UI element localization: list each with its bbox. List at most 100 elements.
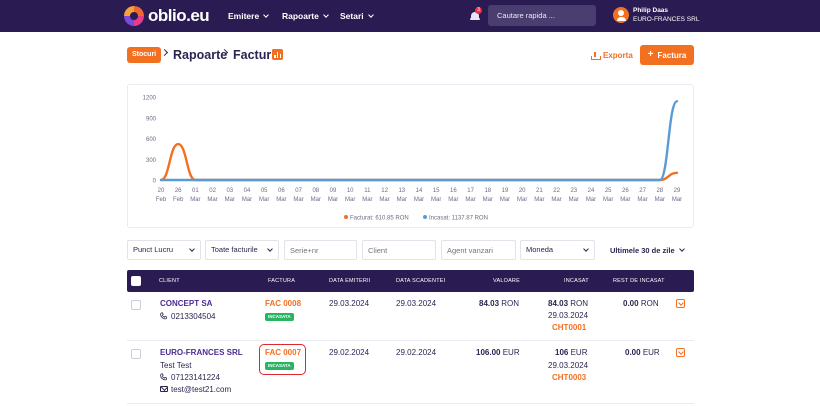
y-tick-label: 300	[146, 158, 157, 164]
brand-logo[interactable]: oblio.eu	[124, 6, 210, 26]
receipt-link[interactable]: CHT0001	[552, 323, 587, 332]
x-tick-label: 04	[244, 188, 251, 194]
workpoint-value: Punct Lucru	[133, 245, 174, 254]
chevron-down-icon	[583, 246, 589, 252]
series-number-input[interactable]	[284, 240, 357, 260]
export-button[interactable]: Exporta	[591, 51, 633, 60]
row-divider	[127, 403, 694, 404]
column-header-paid[interactable]: Incasat	[564, 278, 589, 284]
x-tick-label: Mar	[448, 197, 458, 203]
x-tick-label: Mar	[672, 197, 682, 203]
invoice-type-value: Toate facturile	[211, 245, 258, 254]
x-tick-label: 22	[553, 188, 560, 194]
invoice-number-link[interactable]: FAC 0008	[265, 299, 302, 308]
chevron-down-icon	[189, 246, 195, 252]
period-select[interactable]: Ultimele 30 de zile	[610, 246, 685, 255]
select-all-checkbox[interactable]	[131, 276, 141, 286]
user-company[interactable]: EURO-FRANCES SRL	[633, 16, 700, 23]
x-tick-label: 20	[519, 188, 526, 194]
user-name[interactable]: Philip Daas	[633, 7, 669, 14]
x-tick-label: 23	[570, 188, 577, 194]
y-tick-label: 1200	[143, 96, 157, 102]
invoice-highlight-outline	[259, 344, 306, 375]
chevron-down-icon	[267, 246, 273, 252]
notifications-bell-icon[interactable]: 3	[470, 7, 482, 21]
issue-date: 29.02.2024	[329, 348, 370, 357]
nav-item-rapoarte[interactable]: Rapoarte	[282, 11, 329, 21]
legend-marker	[423, 215, 427, 219]
nav-item-setari[interactable]: Setari	[340, 11, 374, 21]
row-actions-dropdown-icon[interactable]	[676, 299, 685, 308]
upload-icon	[591, 51, 601, 60]
x-tick-label: Mar	[242, 197, 252, 203]
x-tick-label: 12	[381, 188, 388, 194]
invoice-number-link[interactable]: FAC 0007	[265, 348, 302, 357]
breadcrumb-rapoarte[interactable]: Rapoarte	[173, 48, 228, 62]
x-tick-label: Mar	[483, 197, 493, 203]
column-header-due-date[interactable]: Data scadentei	[396, 278, 446, 284]
x-tick-label: Mar	[465, 197, 475, 203]
y-tick-label: 900	[146, 116, 157, 122]
x-tick-label: Mar	[379, 197, 389, 203]
invoice-type-select[interactable]: Toate facturile	[205, 240, 279, 260]
paid-amount: 84.03 RON	[548, 299, 589, 308]
x-tick-label: Mar	[225, 197, 235, 203]
currency-select[interactable]: Moneda	[520, 240, 595, 260]
breadcrumb-stocuri-badge[interactable]: Stocuri	[127, 47, 162, 63]
quick-search-input[interactable]	[488, 5, 596, 26]
x-tick-label: 29	[674, 188, 681, 194]
add-invoice-button[interactable]: + Factura	[640, 45, 694, 65]
x-tick-label: Mar	[603, 197, 613, 203]
client-input[interactable]	[362, 240, 436, 260]
y-tick-label: 600	[146, 137, 157, 143]
column-header-value[interactable]: Valoare	[493, 278, 520, 284]
remaining-amount: 0.00 RON	[623, 299, 659, 308]
x-tick-label: Mar	[311, 197, 321, 203]
chart-canvas: 1200900600300020Feb26Feb01Mar02Mar03Mar0…	[143, 96, 683, 222]
legend-label: Incasat: 1137.87 RON	[429, 216, 488, 222]
row-divider	[127, 340, 694, 341]
x-tick-label: Mar	[397, 197, 407, 203]
issue-date: 29.03.2024	[329, 299, 370, 308]
plus-icon: +	[647, 49, 654, 60]
bar-chart-icon[interactable]	[272, 49, 283, 60]
x-tick-label: 20	[158, 188, 165, 194]
client-name-link[interactable]: EURO-FRANCES SRL	[160, 348, 243, 357]
x-tick-label: Mar	[207, 197, 217, 203]
x-tick-label: 15	[433, 188, 440, 194]
notification-count-badge: 3	[475, 7, 482, 14]
client-phone: 0213304504	[171, 312, 216, 321]
sales-agent-input[interactable]	[441, 240, 516, 260]
x-tick-label: Mar	[569, 197, 579, 203]
row-checkbox[interactable]	[131, 349, 141, 359]
paid-amount: 106 EUR	[555, 348, 588, 357]
x-tick-label: Mar	[534, 197, 544, 203]
add-invoice-label: Factura	[657, 50, 687, 60]
x-tick-label: Mar	[551, 197, 561, 203]
workpoint-select[interactable]: Punct Lucru	[127, 240, 201, 260]
x-tick-label: 14	[416, 188, 423, 194]
x-tick-label: 27	[639, 188, 646, 194]
column-header-remaining[interactable]: Rest de incasat	[613, 278, 665, 284]
nav-item-label: Rapoarte	[282, 11, 319, 21]
x-tick-label: Mar	[431, 197, 441, 203]
row-actions-dropdown-icon[interactable]	[676, 348, 685, 357]
nav-item-emitere[interactable]: Emitere	[228, 11, 270, 21]
top-navbar: oblio.eu Emitere Rapoarte Setari 3 Phili…	[0, 0, 820, 32]
column-header-client[interactable]: Client	[159, 278, 180, 284]
user-avatar-icon[interactable]	[613, 7, 629, 23]
x-tick-label: 16	[450, 188, 457, 194]
client-email[interactable]: test@test21.com	[171, 385, 232, 394]
column-header-invoice[interactable]: Factura	[268, 278, 296, 284]
chevron-down-icon	[367, 11, 374, 18]
legend-label: Facturat: 610.85 RON	[350, 216, 409, 222]
x-tick-label: Mar	[637, 197, 647, 203]
client-name-link[interactable]: CONCEPT SA	[160, 299, 213, 308]
chevron-down-icon	[263, 11, 270, 18]
x-tick-label: 01	[192, 188, 199, 194]
x-tick-label: Mar	[500, 197, 510, 203]
receipt-link[interactable]: CHT0003	[552, 373, 587, 382]
nav-item-label: Setari	[340, 11, 364, 21]
column-header-issue-date[interactable]: Data emiterii	[329, 278, 371, 284]
row-checkbox[interactable]	[131, 300, 141, 310]
